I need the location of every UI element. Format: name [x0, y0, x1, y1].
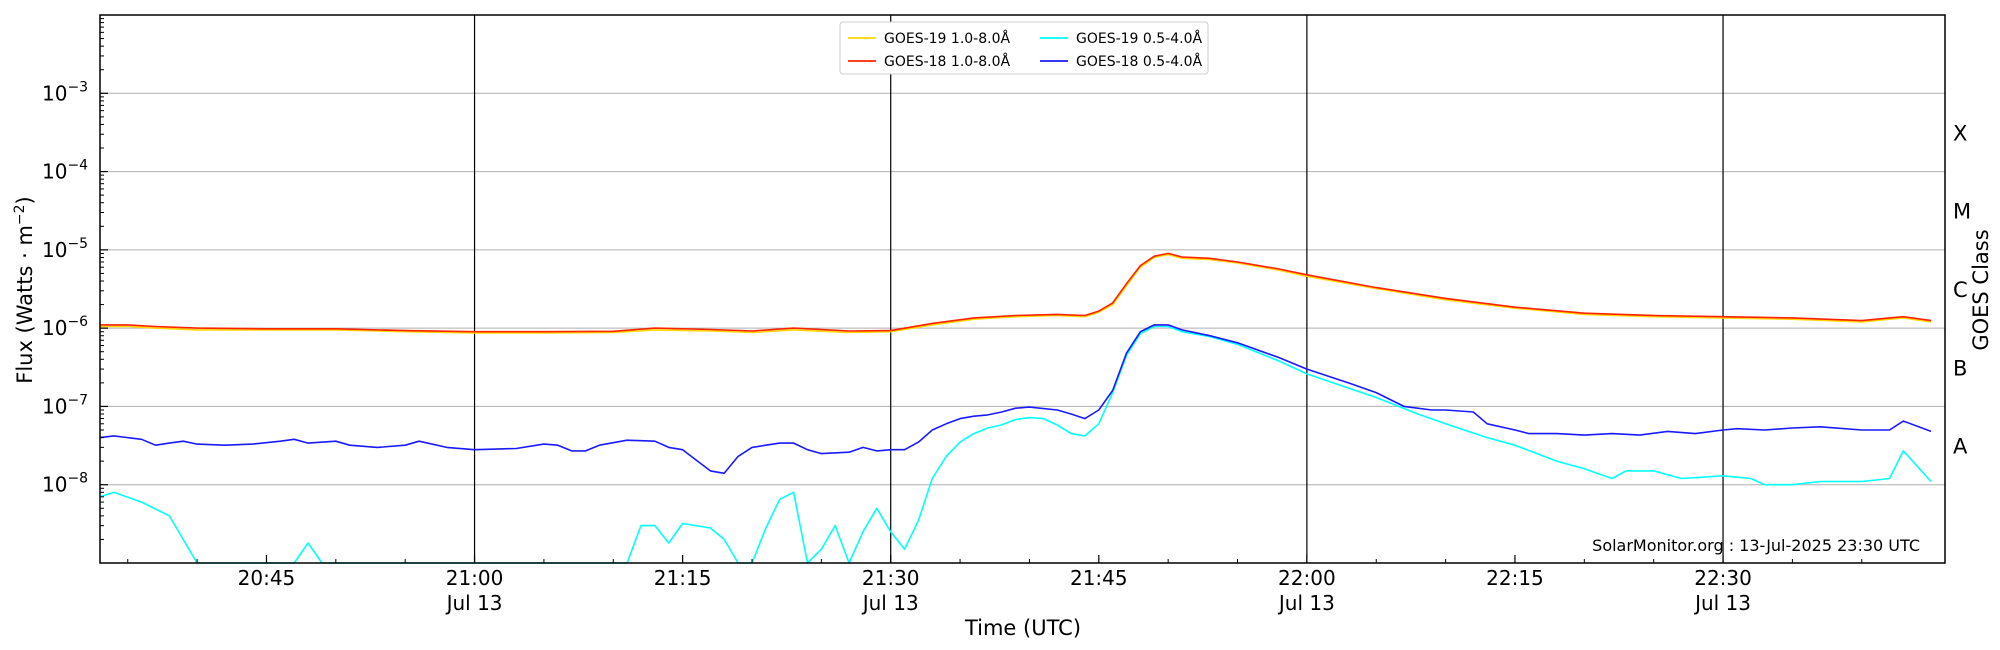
plot-frame — [99, 14, 1946, 564]
y-tick-exponent: −5 — [67, 236, 88, 252]
x-axis-title: Time (UTC) — [964, 616, 1081, 640]
series-line-3 — [99, 324, 1932, 475]
legend-label-goes18-short: GOES-18 0.5-4.0Å — [1076, 53, 1202, 70]
y-tick-label: 10−4 — [42, 158, 88, 184]
x-tick-date-label: Jul 13 — [861, 591, 919, 615]
goes-class-label: M — [1953, 200, 1971, 224]
legend-label-goes19-short: GOES-19 0.5-4.0Å — [1076, 30, 1202, 47]
y-tick-label: 10−5 — [42, 236, 88, 262]
x-tick-label: 21:00 — [446, 566, 504, 590]
x-tick-label: 20:45 — [238, 566, 296, 590]
x-tick-date-label: Jul 13 — [445, 591, 503, 615]
y-axis-title-close: ) — [13, 196, 37, 204]
series-layer — [99, 252, 1932, 564]
x-tick-label: 22:15 — [1486, 566, 1544, 590]
y-tick-label: 10−7 — [42, 392, 88, 418]
goes-class-label: B — [1953, 356, 1967, 380]
goes-class-labels: A B C M X — [1953, 121, 1971, 458]
y2-axis-title: GOES Class — [1969, 229, 1993, 350]
y-axis-title: Flux (Watts · m−2) — [12, 196, 37, 384]
plot-background — [100, 15, 1945, 563]
goes-class-label: C — [1953, 278, 1968, 302]
x-tick-label: 21:45 — [1070, 566, 1128, 590]
y-tick-exponent: −3 — [67, 79, 88, 95]
y-tick-base: 10 — [42, 238, 67, 262]
y-tick-label: 10−6 — [42, 314, 88, 340]
goes-class-label: A — [1953, 435, 1968, 459]
y-tick-base: 10 — [42, 316, 67, 340]
y-tick-label: 10−8 — [42, 471, 88, 497]
legend: GOES-19 1.0-8.0Å GOES-18 1.0-8.0Å GOES-1… — [839, 21, 1209, 75]
legend-label-goes18-long: GOES-18 1.0-8.0Å — [884, 53, 1010, 70]
y-tick-exponent: −8 — [67, 471, 88, 487]
y-tick-base: 10 — [42, 81, 67, 105]
x-tick-date-label: Jul 13 — [1277, 591, 1335, 615]
y-tick-exponent: −6 — [67, 314, 88, 330]
y-tick-label: 10−3 — [42, 79, 88, 105]
axis-ticks — [100, 18, 1863, 563]
annotation: SolarMonitor.org : 13-Jul-2025 23:30 UTC — [1592, 536, 1920, 555]
y-tick-exponent: −7 — [67, 392, 88, 408]
series-line-1 — [100, 252, 1932, 333]
x-tick-label: 21:30 — [862, 566, 920, 590]
y-tick-exponent: −4 — [67, 158, 88, 174]
series-line-0 — [100, 253, 1932, 334]
y-tick-base: 10 — [42, 473, 67, 497]
x-tick-label: 22:00 — [1278, 566, 1336, 590]
x-tick-date-label: Jul 13 — [1693, 591, 1751, 615]
series-line-2 — [99, 325, 1932, 564]
goes-class-label: X — [1953, 121, 1967, 145]
legend-label-goes19-long: GOES-19 1.0-8.0Å — [884, 30, 1010, 47]
y-tick-base: 10 — [42, 160, 67, 184]
y-tick-base: 10 — [42, 394, 67, 418]
y-tick-labels: 10−810−710−610−510−410−3 — [42, 79, 88, 496]
y-axis-title-sup: −2 — [12, 204, 28, 225]
legend-box — [839, 21, 1209, 75]
time-reference-lines — [473, 15, 1724, 563]
x-tick-label: 22:30 — [1694, 566, 1752, 590]
x-tick-label: 21:15 — [654, 566, 712, 590]
grid — [100, 92, 1945, 486]
y-axis-title-main: Flux (Watts · m — [13, 225, 37, 384]
